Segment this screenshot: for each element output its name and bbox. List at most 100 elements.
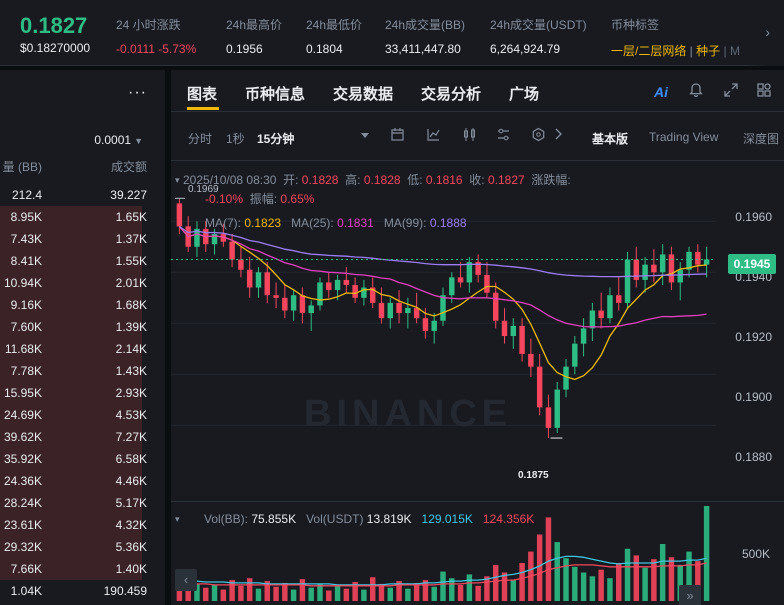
caret-down-icon[interactable] xyxy=(356,127,374,145)
order-book-row[interactable]: 8.41K 1.55K xyxy=(0,250,165,272)
stat-24h-low: 24h最低价 0.1804 xyxy=(306,16,362,56)
tag-seed[interactable]: 种子 xyxy=(696,44,721,58)
order-book-row[interactable]: 8.95K 1.65K xyxy=(0,206,165,228)
candle-body xyxy=(633,259,640,280)
candle-body xyxy=(501,320,508,337)
panel-tabs: 图表 币种信息 交易数据 交易分析 广场 Ai xyxy=(171,70,784,112)
coin-tags[interactable]: 一层/二层网络 | 种子 | M xyxy=(611,42,740,59)
order-book-row[interactable]: 23.61K 4.32K xyxy=(0,514,165,536)
candle-body xyxy=(528,353,534,367)
row-amount: 212.4 xyxy=(11,188,42,202)
volume-bar xyxy=(255,588,262,601)
scroll-end-icon[interactable]: » xyxy=(679,585,701,605)
volume-bar xyxy=(703,506,710,601)
more-menu-icon[interactable]: ··· xyxy=(128,84,147,101)
candle-body xyxy=(703,259,710,265)
depth-bar xyxy=(0,272,142,294)
current-price-tag: 0.1945 xyxy=(728,254,776,274)
row-amount: 1.04K xyxy=(10,584,42,598)
depth-bar xyxy=(0,228,142,250)
kline-chart[interactable]: BINANCE ▾ 2025/10/08 08:30 开: 0.1828 高: … xyxy=(171,160,784,605)
volume-bar xyxy=(589,576,596,601)
row-amount: 24.69K xyxy=(3,408,42,422)
price-step-select[interactable]: 0.0001 ▼ xyxy=(94,133,143,147)
candle-body xyxy=(317,282,323,306)
tab-trading-analysis[interactable]: 交易分析 xyxy=(421,86,482,103)
order-book-row[interactable]: 11.68K 2.14K xyxy=(0,338,165,360)
order-book-row[interactable]: 7.66K 1.40K xyxy=(0,558,165,580)
order-book-row[interactable]: 7.43K 1.37K xyxy=(0,228,165,250)
candle-body xyxy=(396,302,402,314)
settings-sliders-icon[interactable] xyxy=(494,127,512,145)
low-value: 0.1816 xyxy=(425,173,463,187)
volume-bar xyxy=(580,572,587,601)
calendar-icon[interactable] xyxy=(388,127,406,145)
tab-trading-data[interactable]: 交易数据 xyxy=(333,86,394,103)
indicator-line-icon[interactable] xyxy=(424,127,442,145)
candlestick-icon[interactable] xyxy=(460,127,478,145)
volume-bar xyxy=(642,567,648,601)
stat-value: 0.1956 xyxy=(226,42,263,56)
candle-body xyxy=(449,277,455,296)
order-book-row[interactable]: 35.92K 6.58K xyxy=(0,448,165,470)
vol-bb-value: 75.855K xyxy=(251,512,297,526)
candle-body xyxy=(282,297,288,311)
chevron-right-icon[interactable] xyxy=(549,127,567,145)
row-amount: 10.94K xyxy=(3,276,42,290)
order-book-row[interactable]: 15.95K 2.93K xyxy=(0,382,165,404)
interval-15m[interactable]: 15分钟 xyxy=(257,132,295,146)
kline-svg xyxy=(171,197,716,601)
chevron-right-icon[interactable]: › xyxy=(765,24,770,40)
candle-body xyxy=(255,272,262,288)
order-book-row[interactable]: 10.94K 2.01K xyxy=(0,272,165,294)
volume-bar xyxy=(607,578,613,601)
depth-bar xyxy=(0,206,142,228)
candle-body xyxy=(352,285,358,298)
view-basic[interactable]: 基本版 xyxy=(592,132,629,146)
interval-timeline[interactable]: 分时 xyxy=(188,132,213,146)
tag-layer[interactable]: 一层/二层网络 xyxy=(611,44,687,58)
volume-bar xyxy=(484,576,490,601)
ma7-label: MA(7): xyxy=(205,216,241,230)
volume-bar xyxy=(616,563,622,601)
collapse-caret-icon[interactable]: ▾ xyxy=(175,514,180,524)
order-book-rows: 212.4 39.227 8.95K 1.65K 7.43K 1.37K 8.41K 1.55… xyxy=(0,184,165,602)
stat-value: 33,411,447.80 xyxy=(385,42,461,56)
low-label: 低: xyxy=(407,173,423,187)
order-book-row[interactable]: 28.24K 5.17K xyxy=(0,492,165,514)
hexagon-icon[interactable] xyxy=(529,127,547,145)
candle-body xyxy=(589,310,596,329)
row-total: 4.53K xyxy=(115,408,147,422)
collapse-caret-icon[interactable]: ▾ xyxy=(175,175,180,185)
vol-usdt-value: 13.819K xyxy=(366,512,412,526)
caret-down-icon: ▼ xyxy=(134,136,143,146)
tab-square[interactable]: 广场 xyxy=(509,86,540,103)
bell-icon[interactable] xyxy=(686,82,706,102)
view-depth[interactable]: 深度图 xyxy=(743,132,780,146)
y-tick-label: 0.1920 xyxy=(735,330,772,344)
row-total: 1.55K xyxy=(115,254,147,268)
tab-chart[interactable]: 图表 xyxy=(187,86,218,103)
order-book-row[interactable]: 39.62K 7.27K xyxy=(0,426,165,448)
row-amount: 24.36K xyxy=(3,474,42,488)
order-book-row[interactable]: 7.60K 1.39K xyxy=(0,316,165,338)
expand-icon[interactable] xyxy=(721,82,741,102)
ai-icon[interactable]: Ai xyxy=(654,84,668,100)
tab-coin-info[interactable]: 币种信息 xyxy=(245,86,306,103)
order-book-row[interactable]: 29.32K 5.36K xyxy=(0,536,165,558)
order-book-row[interactable]: 212.4 39.227 xyxy=(0,184,165,206)
order-book-row[interactable]: 7.78K 1.43K xyxy=(0,360,165,382)
order-book-row[interactable]: 24.36K 4.46K xyxy=(0,470,165,492)
volume-bar xyxy=(475,585,481,601)
vol-ma1-value: 129.015K xyxy=(421,512,473,526)
interval-1s[interactable]: 1秒 xyxy=(226,132,245,146)
row-amount: 7.60K xyxy=(10,320,42,334)
scroll-left-icon[interactable]: ‹ xyxy=(175,569,197,591)
order-book-row[interactable]: 9.16K 1.68K xyxy=(0,294,165,316)
order-book-row[interactable]: 24.69K 4.53K xyxy=(0,404,165,426)
view-tradingview[interactable]: Trading View xyxy=(649,130,719,144)
candle-body xyxy=(405,307,411,314)
order-book-row[interactable]: 1.04K 190.459 xyxy=(0,580,165,602)
grid-icon[interactable] xyxy=(754,82,774,102)
stat-label: 24h成交量(BB) xyxy=(385,18,466,32)
